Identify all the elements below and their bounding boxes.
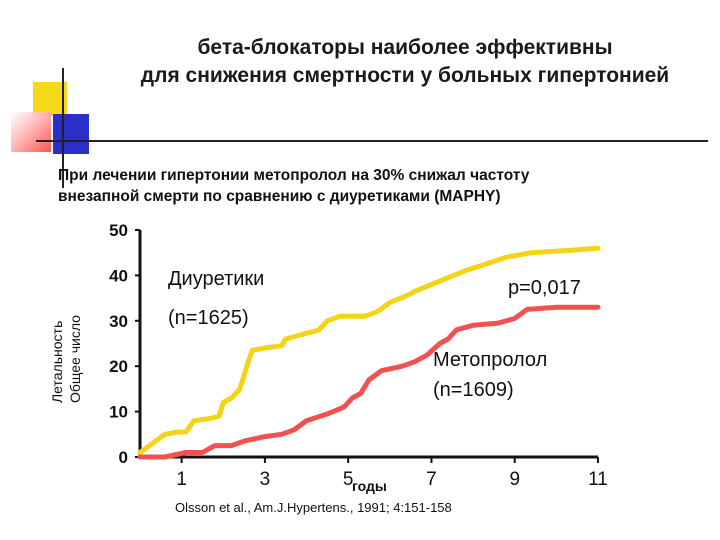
decor-horizontal-line	[36, 140, 708, 142]
slide-subtitle: При лечении гипертонии метопролол на 30%…	[58, 165, 698, 207]
y-axis-label-line2: Общее число	[67, 315, 83, 403]
diuretics-series-line	[137, 245, 601, 455]
metoprolol-n-label: (n=1609)	[433, 379, 514, 401]
chart-axes: 0 10 20 30 40 50 1 3 5 7 9 11	[109, 221, 608, 490]
y-axis-label-line1: Летальность	[49, 321, 65, 403]
decor-yellow-square	[33, 82, 67, 116]
x-axis-unit-label: годы	[352, 478, 387, 494]
decor-red-gradient-square	[11, 112, 51, 152]
metoprolol-name-label: Метопролол	[433, 349, 547, 371]
decor-blue-square	[53, 114, 89, 154]
y-tick-label: 0	[119, 448, 128, 467]
x-tick-label: 11	[588, 469, 608, 490]
subtitle-line-2: внезапной смерти по сравнению с диуретик…	[58, 188, 501, 205]
chart-series	[137, 245, 601, 460]
y-tick-label: 30	[109, 312, 128, 331]
metoprolol-series-line	[137, 304, 601, 460]
title-line-2: для снижения смертности у больных гиперт…	[140, 64, 670, 87]
diuretics-n-label: (n=1625)	[168, 307, 249, 329]
p-value-label: p=0,017	[508, 277, 581, 299]
y-tick-label: 50	[109, 221, 128, 240]
y-tick-label: 40	[109, 266, 128, 285]
x-tick-label: 7	[426, 469, 437, 490]
diuretics-name-label: Диуретики	[168, 268, 264, 290]
citation-source: Olsson et al., Am.J.Hypertens., 1991; 4:…	[175, 500, 452, 515]
x-tick-label: 1	[176, 469, 187, 490]
slide-title: бета-блокаторы наиболее эффективны для с…	[95, 34, 715, 90]
decor-vertical-line	[62, 68, 64, 188]
title-line-1: бета-блокаторы наиболее эффективны	[197, 36, 613, 59]
y-tick-label: 20	[109, 357, 128, 376]
subtitle-line-1: При лечении гипертонии метопролол на 30%…	[58, 167, 530, 184]
y-tick-label: 10	[109, 403, 128, 422]
x-tick-label: 3	[260, 469, 271, 490]
x-tick-label: 5	[343, 469, 354, 490]
x-tick-label: 9	[509, 469, 520, 490]
chart-labels: Летальность Общее число годы Диуретики (…	[49, 268, 581, 494]
